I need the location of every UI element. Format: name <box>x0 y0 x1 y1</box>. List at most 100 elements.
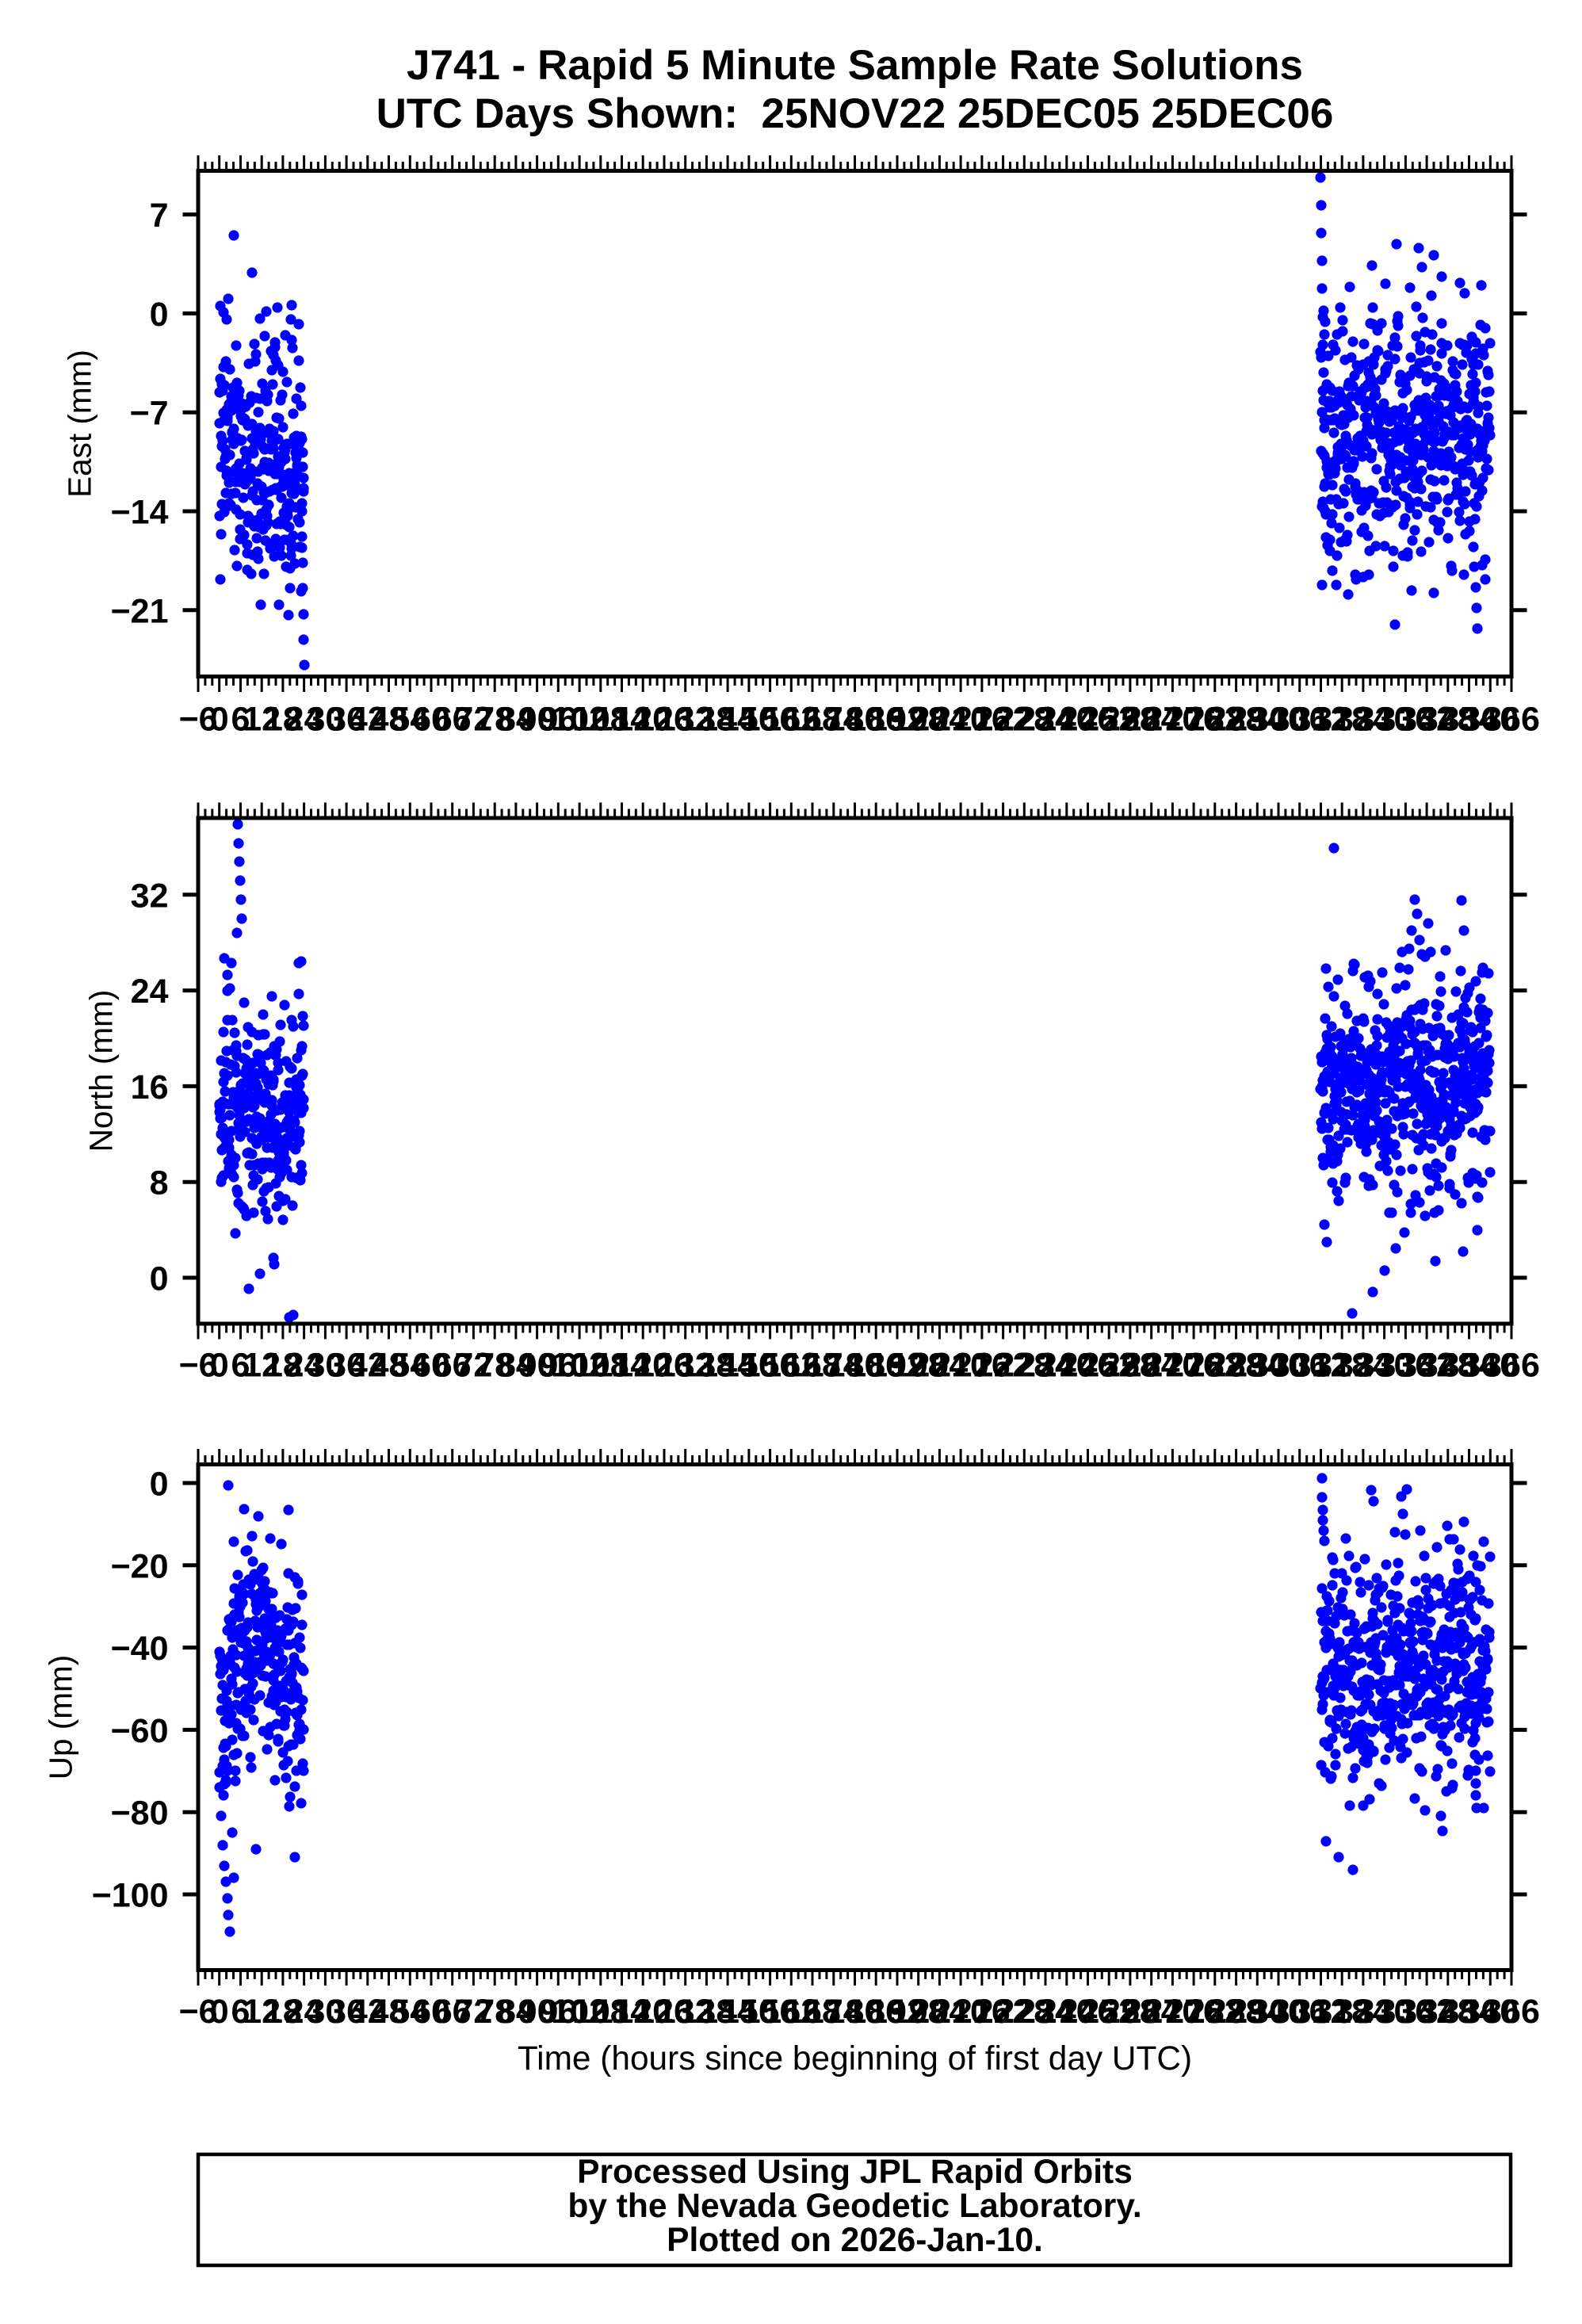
svg-text:336: 336 <box>1378 1347 1435 1385</box>
svg-text:−20: −20 <box>111 1547 169 1585</box>
svg-text:132: 132 <box>657 1993 714 2031</box>
svg-text:360: 360 <box>1462 701 1519 739</box>
svg-text:234: 234 <box>1017 1993 1074 2031</box>
svg-text:24: 24 <box>285 1347 323 1385</box>
svg-text:270: 270 <box>1144 1347 1202 1385</box>
svg-text:126: 126 <box>636 1347 693 1385</box>
svg-text:246: 246 <box>1060 701 1117 739</box>
svg-text:282: 282 <box>1186 1347 1244 1385</box>
svg-text:216: 216 <box>953 1347 1011 1385</box>
svg-text:198: 198 <box>890 1993 947 2031</box>
svg-text:138: 138 <box>678 1347 736 1385</box>
svg-text:6: 6 <box>231 1993 250 2031</box>
svg-text:84: 84 <box>497 1347 535 1385</box>
svg-text:138: 138 <box>678 1993 736 2031</box>
svg-text:114: 114 <box>594 1347 649 1385</box>
svg-text:258: 258 <box>1102 1993 1159 2031</box>
svg-text:132: 132 <box>657 1347 714 1385</box>
svg-text:East (mm): East (mm) <box>62 350 98 498</box>
svg-text:48: 48 <box>370 1993 408 2031</box>
svg-text:174: 174 <box>805 1993 862 2031</box>
svg-text:360: 360 <box>1462 1993 1519 2031</box>
svg-text:276: 276 <box>1165 1993 1222 2031</box>
svg-text:294: 294 <box>1229 1347 1286 1385</box>
svg-text:60: 60 <box>412 1347 450 1385</box>
svg-text:18: 18 <box>264 1347 302 1385</box>
svg-text:96: 96 <box>539 1347 577 1385</box>
svg-text:84: 84 <box>497 1993 535 2031</box>
svg-text:276: 276 <box>1165 1347 1222 1385</box>
svg-text:60: 60 <box>412 1993 450 2031</box>
svg-text:360: 360 <box>1462 1347 1519 1385</box>
svg-text:162: 162 <box>762 1347 820 1385</box>
svg-text:246: 246 <box>1060 1347 1117 1385</box>
svg-text:252: 252 <box>1080 1993 1137 2031</box>
svg-text:Processed Using JPL Rapid Orbi: Processed Using JPL Rapid Orbits <box>577 2154 1133 2191</box>
svg-text:36: 36 <box>327 1993 365 2031</box>
svg-text:198: 198 <box>890 1347 947 1385</box>
svg-text:222: 222 <box>975 701 1032 739</box>
svg-text:36: 36 <box>327 1347 365 1385</box>
svg-text:0: 0 <box>210 701 229 739</box>
svg-text:42: 42 <box>349 1347 387 1385</box>
svg-text:0: 0 <box>150 296 169 334</box>
svg-text:270: 270 <box>1144 1993 1202 2031</box>
svg-text:318: 318 <box>1313 1993 1370 2031</box>
svg-text:32: 32 <box>131 877 169 915</box>
svg-text:8: 8 <box>150 1164 169 1202</box>
svg-text:−6: −6 <box>178 1993 217 2031</box>
svg-text:186: 186 <box>847 701 904 739</box>
svg-text:264: 264 <box>1123 1993 1180 2031</box>
svg-text:312: 312 <box>1293 1347 1350 1385</box>
svg-text:24: 24 <box>285 701 323 739</box>
svg-text:216: 216 <box>953 701 1011 739</box>
svg-text:168: 168 <box>784 701 841 739</box>
svg-text:228: 228 <box>995 1347 1053 1385</box>
svg-text:−7: −7 <box>129 395 168 433</box>
svg-text:342: 342 <box>1398 701 1455 739</box>
svg-text:7: 7 <box>150 197 169 235</box>
svg-text:126: 126 <box>636 1993 693 2031</box>
svg-text:342: 342 <box>1398 1347 1455 1385</box>
svg-text:114: 114 <box>594 1993 649 2031</box>
svg-text:252: 252 <box>1080 701 1137 739</box>
svg-text:Plotted on 2026-Jan-10.: Plotted on 2026-Jan-10. <box>667 2222 1043 2259</box>
svg-text:150: 150 <box>720 1347 778 1385</box>
svg-text:162: 162 <box>762 1993 820 2031</box>
svg-text:156: 156 <box>742 701 799 739</box>
svg-text:216: 216 <box>953 1993 1011 2031</box>
svg-text:252: 252 <box>1080 1347 1137 1385</box>
svg-text:−21: −21 <box>111 592 169 630</box>
svg-text:16: 16 <box>131 1068 169 1107</box>
svg-text:−6: −6 <box>178 701 217 739</box>
svg-text:54: 54 <box>391 1993 429 2031</box>
svg-text:306: 306 <box>1271 1993 1328 2031</box>
svg-text:0: 0 <box>150 1260 169 1298</box>
svg-text:54: 54 <box>391 1347 429 1385</box>
svg-text:54: 54 <box>391 701 429 739</box>
svg-text:318: 318 <box>1313 701 1370 739</box>
svg-text:348: 348 <box>1420 1993 1477 2031</box>
svg-text:192: 192 <box>869 1347 926 1385</box>
svg-text:18: 18 <box>264 701 302 739</box>
svg-text:186: 186 <box>847 1993 904 2031</box>
svg-text:66: 66 <box>434 701 472 739</box>
svg-text:258: 258 <box>1102 1347 1159 1385</box>
svg-text:72: 72 <box>454 1993 492 2031</box>
svg-text:354: 354 <box>1441 1993 1498 2031</box>
svg-text:Up (mm): Up (mm) <box>43 1655 79 1779</box>
svg-text:330: 330 <box>1356 1347 1413 1385</box>
svg-text:300: 300 <box>1250 701 1307 739</box>
svg-text:324: 324 <box>1335 701 1392 739</box>
svg-text:24: 24 <box>285 1993 323 2031</box>
svg-text:204: 204 <box>911 1347 969 1385</box>
svg-text:246: 246 <box>1060 1993 1117 2031</box>
svg-text:228: 228 <box>995 1993 1053 2031</box>
svg-text:UTC Days Shown: 25NOV22 25DEC: UTC Days Shown: 25NOV22 25DEC05 25DEC06 <box>376 90 1334 137</box>
svg-text:144: 144 <box>699 701 756 739</box>
svg-text:168: 168 <box>784 1993 841 2031</box>
svg-text:0: 0 <box>210 1347 229 1385</box>
svg-text:348: 348 <box>1420 701 1477 739</box>
svg-text:168: 168 <box>784 1347 841 1385</box>
svg-text:204: 204 <box>911 701 969 739</box>
